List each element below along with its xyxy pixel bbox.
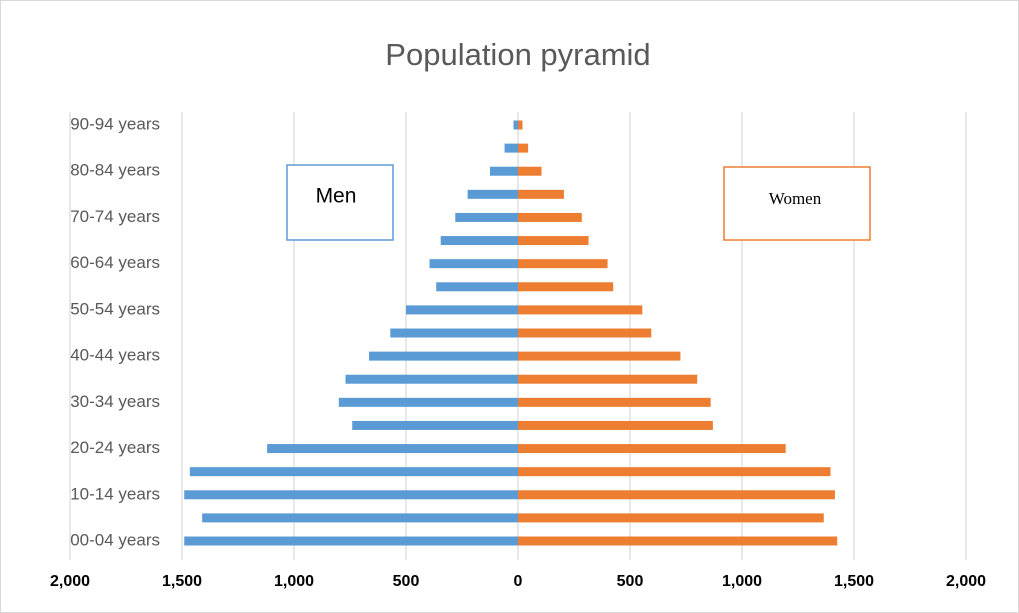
y-tick-label: 80-84 years [70,161,160,180]
bar [518,212,582,222]
bar [440,236,518,246]
men-box [286,164,394,241]
men-annotation: Men [316,185,357,208]
x-tick-label: 1,000 [274,573,314,590]
bar [202,513,518,523]
bar [513,120,518,130]
bar [518,444,786,454]
bar [518,120,523,130]
y-tick-label: 50-54 years [70,299,160,318]
y-tick-label: 30-34 years [70,392,160,411]
bar [406,305,518,315]
bar [184,490,519,500]
women-annotation: Women [769,189,822,208]
bar [345,374,518,384]
x-tick-label: 500 [393,573,420,590]
bar [369,351,518,361]
bar [467,189,518,199]
women-box [723,166,871,241]
bar [518,467,831,477]
bar [518,166,542,176]
x-tick-label: 2,000 [946,573,986,590]
y-tick-label: 10-14 years [70,484,160,503]
bar [504,143,518,153]
y-tick-label: 70-74 years [70,207,160,226]
bar [518,536,838,546]
y-tick-label: 00-04 years [70,530,160,549]
bar [436,282,518,292]
bar [518,490,835,500]
bar [184,536,519,546]
chart-title: Population pyramid [385,37,650,72]
x-tick-label: 0 [514,573,523,590]
bar [518,328,652,338]
x-tick-label: 500 [617,573,644,590]
bar [267,444,518,454]
bar [518,259,608,269]
y-tick-label: 20-24 years [70,438,160,457]
x-tick-label: 1,000 [722,573,762,590]
bar [518,236,589,246]
y-tick-label: 60-64 years [70,253,160,272]
bar [518,351,681,361]
bar [518,420,713,430]
bar [455,212,518,222]
bars [184,120,838,546]
y-tick-label: 40-44 years [70,346,160,365]
x-tick-label: 1,500 [162,573,202,590]
bar [518,513,824,523]
bar [518,397,711,407]
bar [490,166,518,176]
bar [429,259,518,269]
bar [338,397,518,407]
bar [518,305,643,315]
x-tick-label: 2,000 [50,573,90,590]
bar [352,420,518,430]
bar [518,189,564,199]
bar [189,467,518,477]
x-tick-label: 1,500 [834,573,874,590]
bar [390,328,518,338]
bar [518,143,529,153]
bar [518,282,614,292]
y-tick-label: 90-94 years [70,114,160,133]
bar [518,374,698,384]
